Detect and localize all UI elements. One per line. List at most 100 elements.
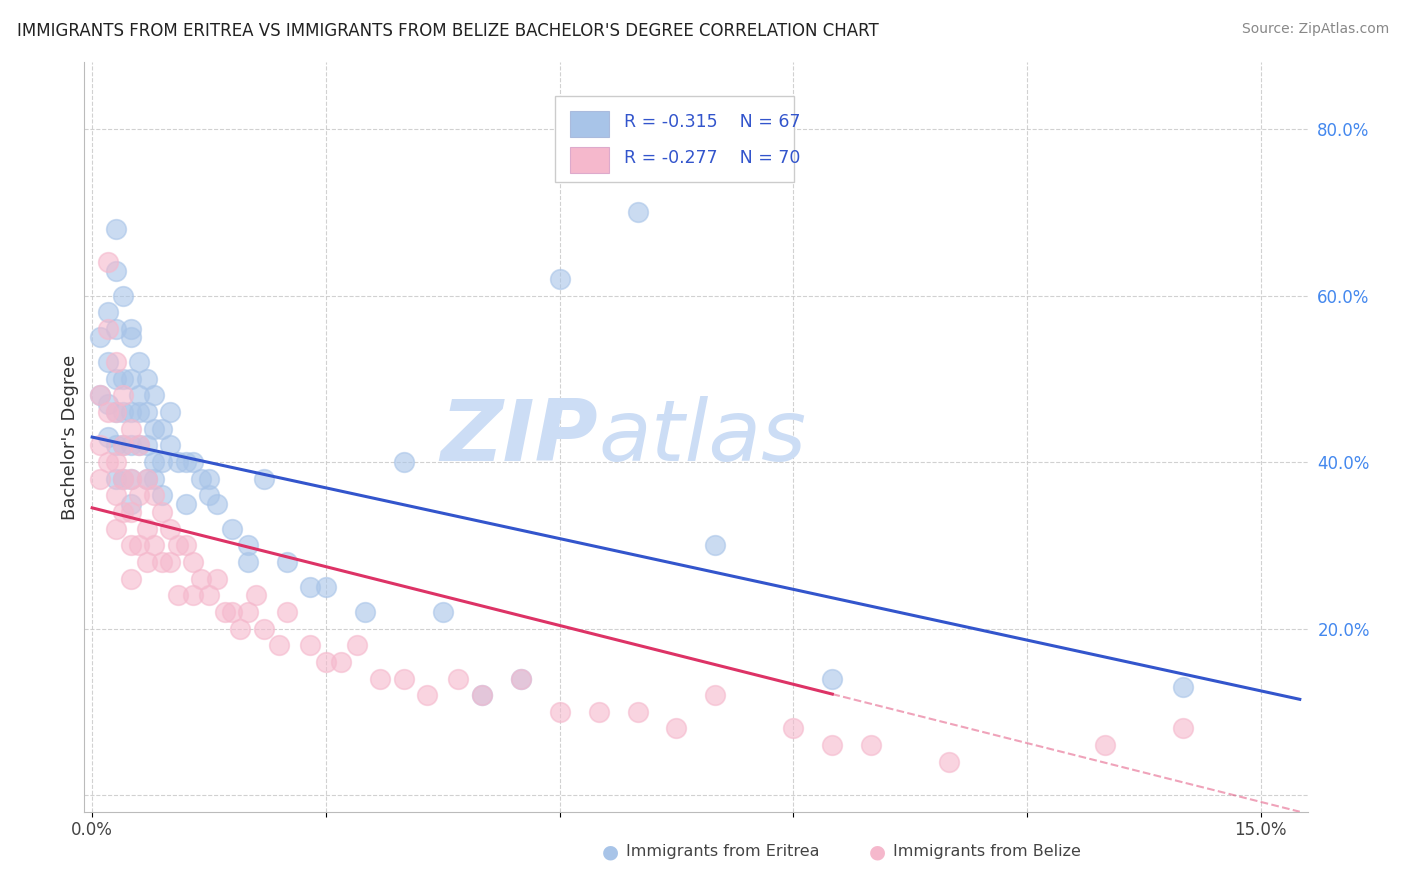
Point [159, 405, 181, 419]
Point [112, 472, 135, 486]
Point [143, 455, 166, 469]
Point [120, 330, 142, 344]
Point [135, 472, 157, 486]
Point [104, 438, 127, 452]
Point [97, 455, 120, 469]
Point [112, 472, 135, 486]
Point [588, 705, 610, 719]
Point [104, 522, 127, 536]
Point [120, 438, 142, 452]
Point [665, 722, 688, 736]
Point [392, 455, 415, 469]
Point [112, 288, 135, 302]
Point [782, 722, 804, 736]
Point [174, 455, 197, 469]
Point [112, 405, 135, 419]
Point [471, 688, 494, 702]
Point [143, 388, 166, 402]
Point [135, 438, 157, 452]
Point [112, 438, 135, 452]
Point [432, 605, 454, 619]
Point [183, 555, 205, 569]
Point [252, 622, 274, 636]
Point [174, 497, 197, 511]
Point [89, 388, 111, 402]
Point [112, 438, 135, 452]
Point [392, 672, 415, 686]
Point [97, 322, 120, 336]
Point [89, 330, 111, 344]
Point [112, 372, 135, 386]
Point [159, 555, 181, 569]
Point [166, 588, 188, 602]
Point [128, 438, 150, 452]
Point [150, 505, 173, 519]
Point [330, 655, 353, 669]
Point [128, 488, 150, 502]
Text: Source: ZipAtlas.com: Source: ZipAtlas.com [1241, 22, 1389, 37]
Point [143, 422, 166, 436]
Text: IMMIGRANTS FROM ERITREA VS IMMIGRANTS FROM BELIZE BACHELOR'S DEGREE CORRELATION : IMMIGRANTS FROM ERITREA VS IMMIGRANTS FR… [17, 22, 879, 40]
Point [190, 572, 212, 586]
Point [370, 672, 392, 686]
Point [236, 555, 259, 569]
Point [626, 205, 648, 219]
Point [190, 472, 212, 486]
Point [128, 438, 150, 452]
Point [128, 405, 150, 419]
Point [120, 497, 142, 511]
FancyBboxPatch shape [555, 96, 794, 182]
Point [548, 705, 571, 719]
Point [143, 472, 166, 486]
Point [120, 372, 142, 386]
Point [198, 588, 221, 602]
Text: ●: ● [869, 842, 886, 862]
Point [135, 522, 157, 536]
Point [97, 255, 120, 269]
Point [89, 388, 111, 402]
Point [104, 405, 127, 419]
Point [229, 622, 252, 636]
Point [150, 422, 173, 436]
Text: R = -0.277    N = 70: R = -0.277 N = 70 [624, 149, 800, 168]
Point [626, 705, 648, 719]
Point [821, 672, 844, 686]
Point [205, 572, 228, 586]
Point [704, 538, 727, 552]
Point [97, 430, 120, 444]
Point [245, 588, 267, 602]
Point [704, 688, 727, 702]
Point [120, 505, 142, 519]
Point [135, 372, 157, 386]
Point [416, 688, 439, 702]
Point [112, 388, 135, 402]
Point [135, 472, 157, 486]
Point [1094, 738, 1116, 752]
Point [1171, 680, 1194, 694]
Point [252, 472, 274, 486]
Point [104, 263, 127, 277]
Point [299, 580, 322, 594]
Point [299, 638, 322, 652]
Point [128, 355, 150, 369]
Point [353, 605, 375, 619]
Point [104, 322, 127, 336]
Point [1171, 722, 1194, 736]
Point [120, 405, 142, 419]
Point [104, 405, 127, 419]
Point [150, 555, 173, 569]
Point [97, 305, 120, 319]
Point [315, 580, 337, 594]
Text: R = -0.315    N = 67: R = -0.315 N = 67 [624, 113, 800, 131]
Point [938, 755, 960, 769]
Point [447, 672, 470, 686]
Point [112, 505, 135, 519]
Point [471, 688, 494, 702]
Point [166, 538, 188, 552]
Point [135, 555, 157, 569]
Point [120, 472, 142, 486]
Text: atlas: atlas [598, 395, 806, 479]
Point [104, 222, 127, 236]
Bar [569, 147, 609, 172]
Point [104, 455, 127, 469]
